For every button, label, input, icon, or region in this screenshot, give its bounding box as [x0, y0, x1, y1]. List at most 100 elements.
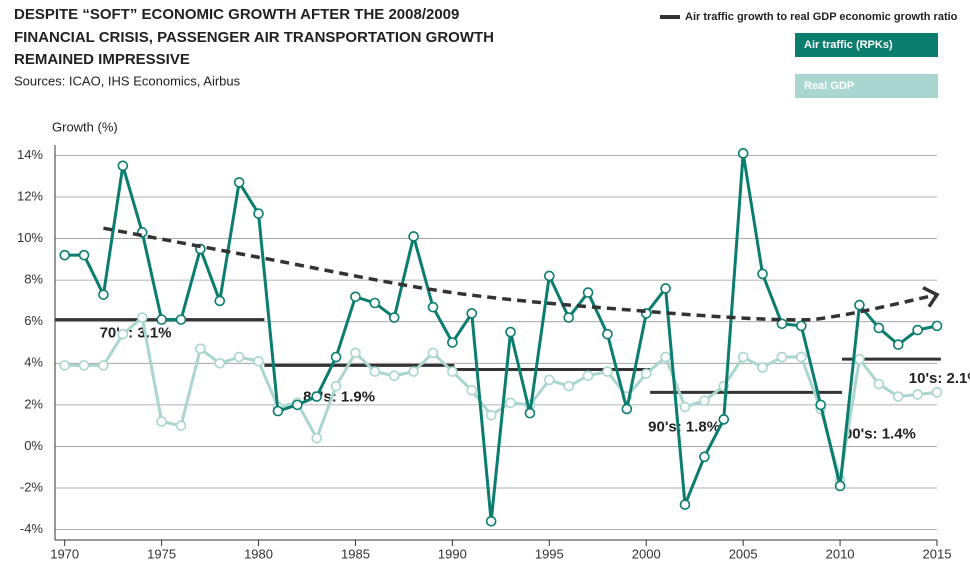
data-point [757, 362, 768, 373]
data-point [699, 451, 710, 463]
data-point [408, 231, 419, 242]
data-point [660, 351, 671, 363]
data-point [505, 397, 516, 409]
legend-swatch [795, 33, 938, 57]
chart-title: REMAINED IMPRESSIVE [14, 51, 190, 68]
data-point [679, 499, 691, 510]
y-axis-label: Growth (%) [52, 119, 118, 134]
chart-title: DESPITE “SOFT” ECONOMIC GROWTH AFTER THE… [14, 6, 459, 23]
data-point [292, 399, 303, 411]
data-point [931, 320, 943, 332]
y-tick-label: 12% [17, 188, 43, 203]
x-tick-label: 2015 [923, 546, 952, 561]
data-point [602, 328, 613, 340]
data-point [447, 366, 458, 377]
data-point [505, 326, 516, 338]
data-point [156, 314, 167, 325]
data-point [427, 301, 439, 313]
series-line [64, 151, 938, 523]
data-point [912, 389, 923, 400]
data-point [660, 283, 671, 294]
data-point [776, 351, 788, 363]
decade-label: 90's: 1.8% [648, 418, 720, 435]
data-point [815, 399, 826, 411]
decade-label: 80's: 1.9% [303, 388, 375, 405]
data-point [931, 387, 943, 398]
data-point [699, 395, 710, 407]
data-point [524, 407, 536, 419]
y-tick-label: 0% [24, 438, 43, 453]
data-point [272, 405, 284, 417]
data-point [98, 289, 109, 300]
data-point [136, 312, 148, 323]
data-point [156, 416, 167, 427]
data-point [78, 360, 90, 371]
data-point [369, 297, 381, 309]
y-tick-label: 14% [17, 147, 43, 162]
data-point [796, 351, 807, 363]
x-tick-label: 2000 [632, 546, 661, 561]
data-point [388, 312, 400, 323]
data-point [311, 432, 322, 444]
decade-label: 10's: 2.1% [909, 370, 970, 387]
legend-label: Real GDP [804, 80, 854, 92]
y-tick-label: 6% [24, 313, 43, 328]
data-point [311, 391, 322, 402]
data-point [330, 351, 342, 363]
data-point [350, 347, 361, 359]
data-point [214, 295, 226, 307]
data-point [640, 368, 652, 379]
decade-label: 00's: 1.4% [844, 425, 916, 442]
data-point [582, 287, 594, 298]
trend-arrow [922, 286, 940, 308]
x-tick-label: 1990 [438, 546, 467, 561]
x-tick-label: 1995 [535, 546, 564, 561]
legend-label: Air traffic (RPKs) [804, 39, 893, 51]
data-point [892, 339, 904, 350]
data-point [195, 343, 206, 355]
data-point [834, 480, 846, 492]
data-point [563, 380, 574, 392]
data-point [679, 401, 691, 413]
data-point [175, 420, 187, 431]
x-tick-label: 1980 [244, 546, 273, 561]
x-tick-label: 1985 [341, 546, 370, 561]
y-tick-label: 8% [24, 272, 43, 287]
data-point [854, 299, 865, 311]
data-point [873, 378, 885, 390]
data-point [59, 360, 70, 371]
data-point [253, 208, 264, 219]
data-point [233, 177, 245, 188]
y-tick-label: -4% [20, 521, 44, 536]
data-point [214, 357, 226, 369]
trend-line [103, 226, 938, 322]
chart-subtitle: Sources: ICAO, IHS Economics, Airbus [14, 73, 241, 88]
y-tick-label: 2% [24, 396, 43, 411]
x-tick-label: 2010 [826, 546, 855, 561]
data-point [117, 160, 129, 172]
data-point [854, 353, 865, 365]
data-point [388, 370, 400, 382]
data-point [602, 366, 613, 377]
data-point [427, 347, 439, 359]
x-tick-label: 1975 [147, 546, 176, 561]
series-line [64, 316, 938, 482]
data-point [544, 270, 555, 282]
data-point [466, 308, 478, 319]
y-tick-label: -2% [20, 479, 44, 494]
data-point [350, 291, 361, 303]
data-point [912, 324, 923, 336]
data-point [117, 328, 129, 340]
data-point [873, 322, 885, 334]
data-point [718, 414, 730, 425]
data-point [98, 360, 109, 371]
x-tick-label: 1970 [50, 546, 79, 561]
data-point [369, 366, 381, 377]
y-tick-label: 10% [17, 230, 43, 245]
data-point [544, 374, 555, 386]
decade-label: 70's: 3.1% [100, 325, 172, 342]
data-point [78, 249, 90, 261]
data-point [757, 268, 768, 280]
data-point [59, 249, 70, 261]
